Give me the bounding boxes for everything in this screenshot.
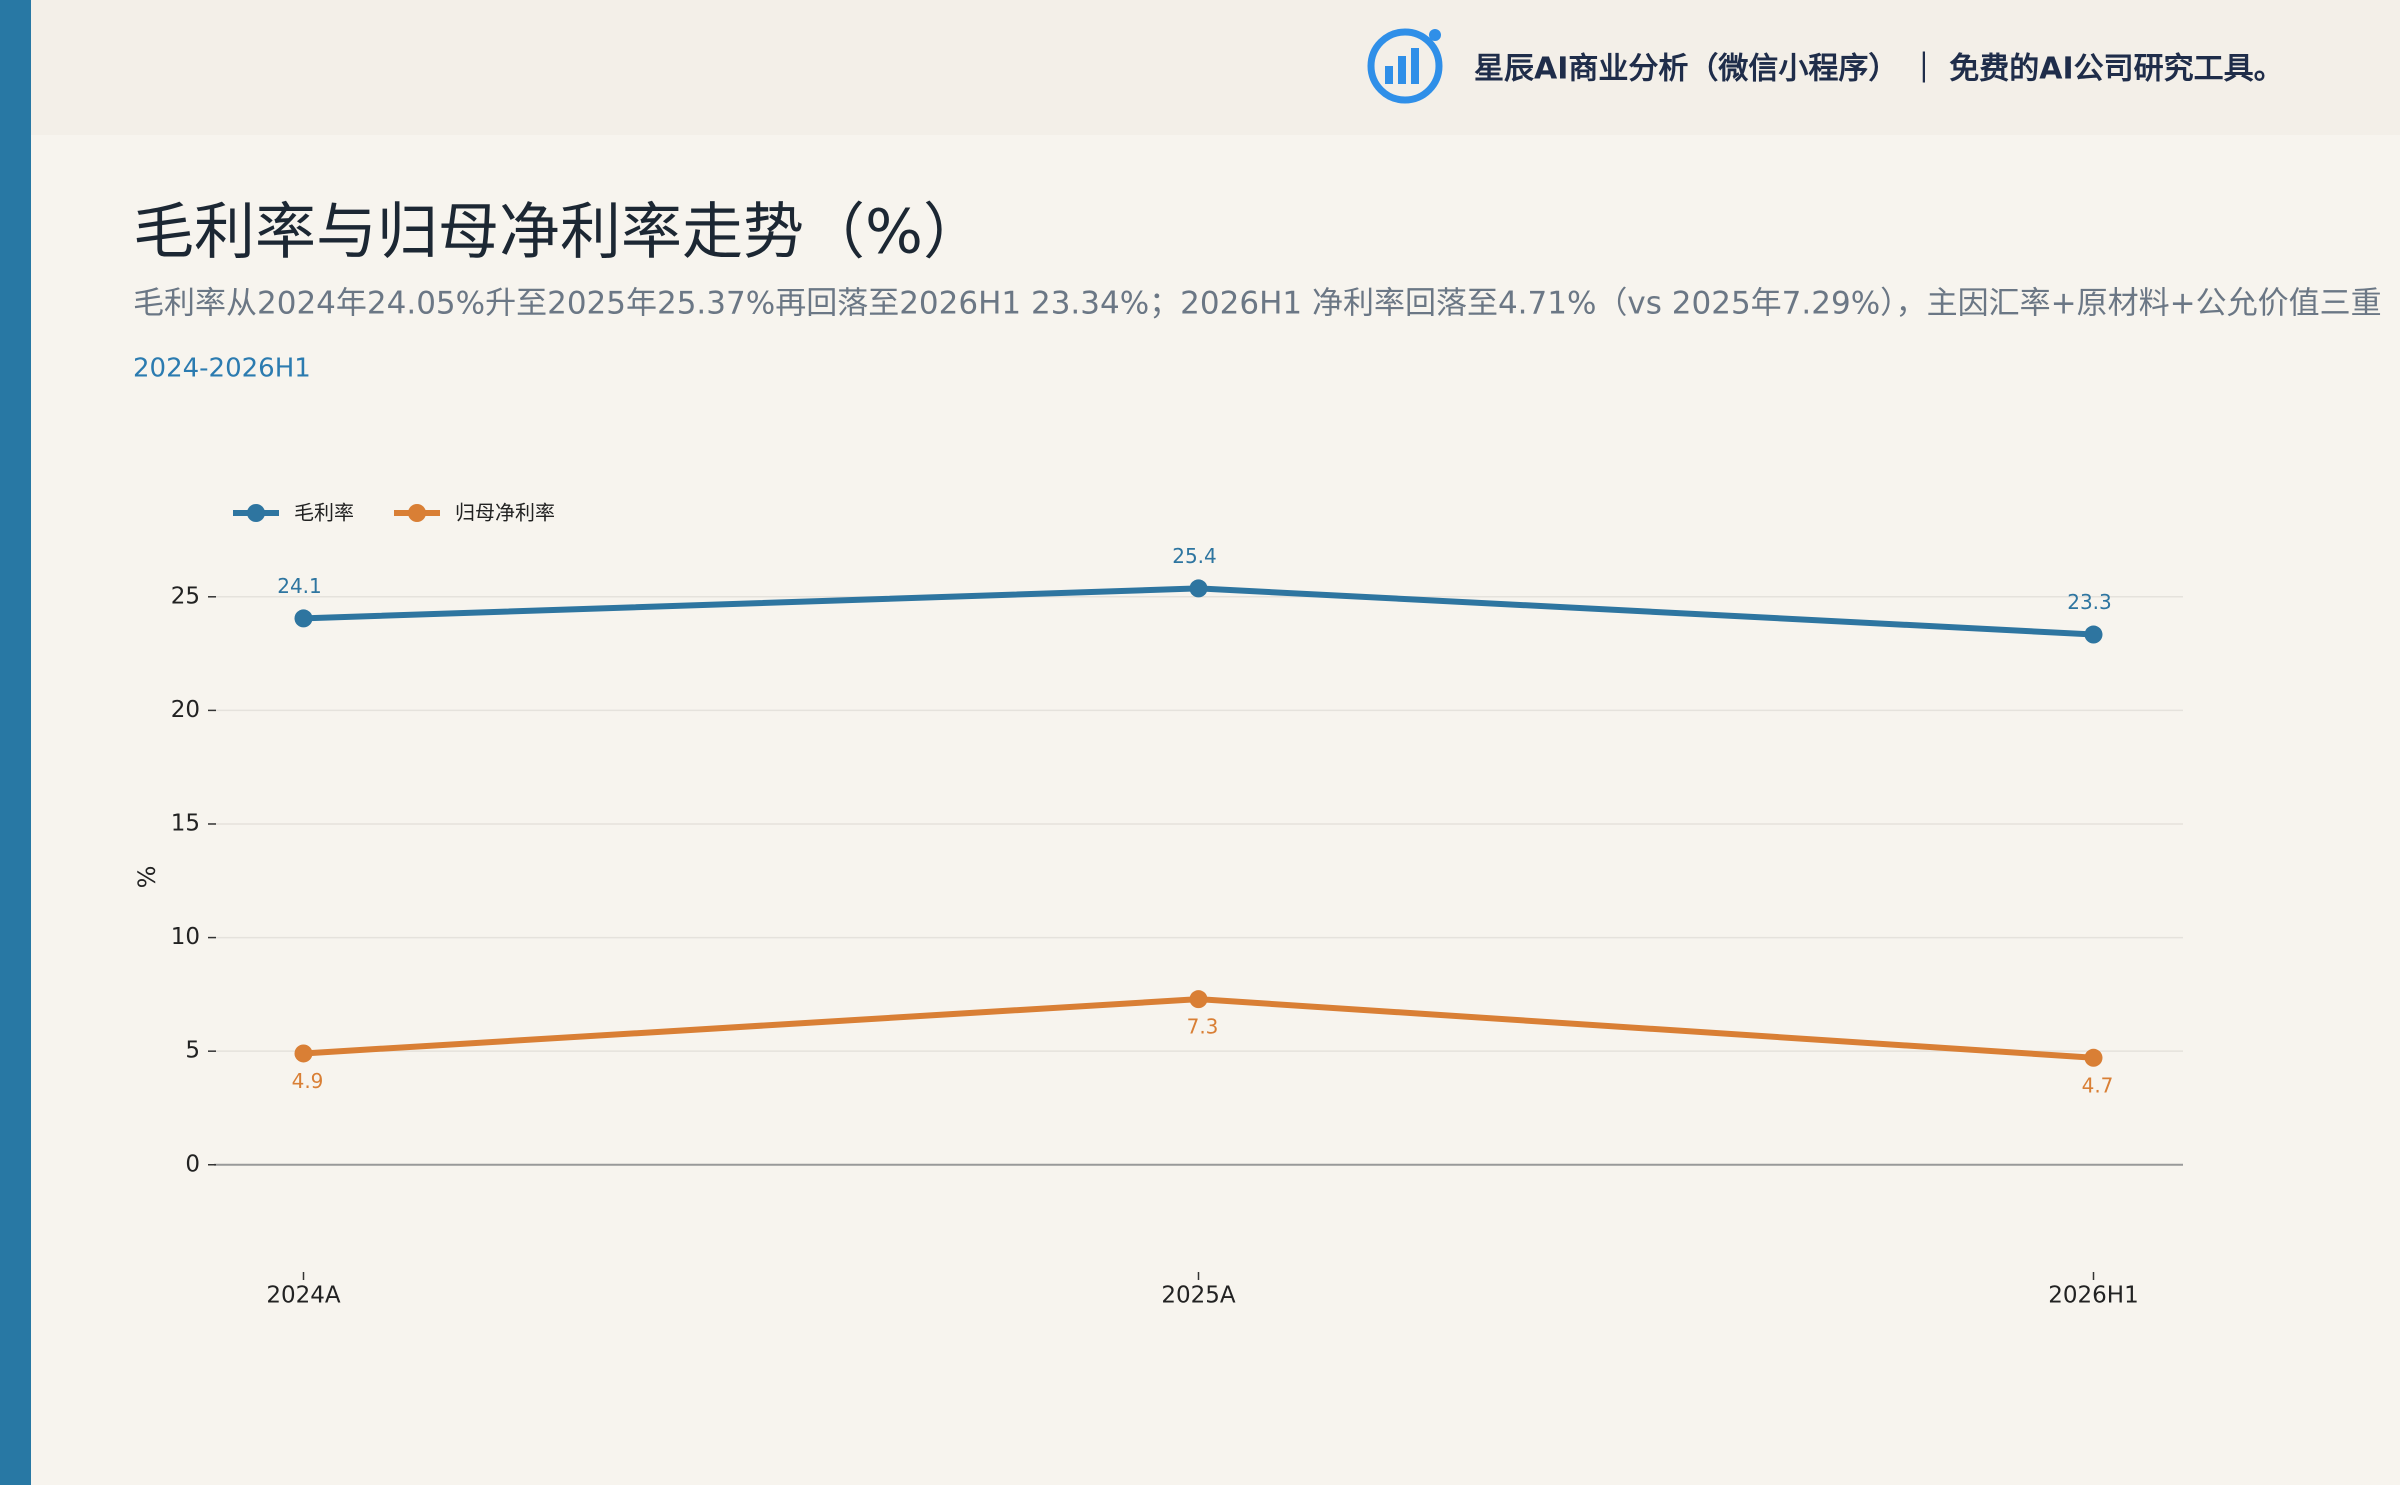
legend-label: 毛利率 [294,501,354,525]
brand-text: 星辰AI商业分析（微信小程序） ｜ 免费的AI公司研究工具。 [1474,52,2284,87]
data-label: 4.7 [2082,1073,2114,1097]
chart-title: 毛利率与归母净利率走势（%） [133,197,984,268]
data-point [294,609,313,628]
y-tick-label: 20 [171,697,200,723]
data-label: 7.3 [1187,1015,1219,1039]
legend-marker [247,504,265,522]
data-label: 25.4 [1172,544,1217,568]
y-axis-label: % [133,866,161,889]
data-point [1189,990,1208,1009]
y-tick-label: 25 [171,583,200,609]
data-point [1189,579,1208,598]
y-tick-label: 0 [185,1151,200,1177]
data-label: 4.9 [292,1069,324,1093]
data-label: 24.1 [277,574,322,598]
period-label: 2024-2026H1 [133,354,311,384]
data-point [294,1044,313,1063]
side-stripe [0,0,31,1485]
y-tick-label: 5 [185,1038,200,1064]
y-tick-label: 15 [171,810,200,836]
data-label: 23.3 [2067,590,2112,614]
data-point [2084,1048,2103,1067]
legend-label: 归母净利率 [455,501,555,525]
chart-subtitle: 毛利率从2024年24.05%升至2025年25.37%再回落至2026H1 2… [133,286,2382,322]
logo [1367,28,1443,104]
x-tick-label: 2025A [1161,1283,1236,1309]
header-bar [0,0,2400,135]
data-point [2084,625,2103,644]
x-tick-label: 2024A [266,1283,341,1309]
x-tick-label: 2026H1 [2048,1283,2138,1309]
y-tick-label: 10 [171,924,200,950]
legend-marker [408,504,426,522]
